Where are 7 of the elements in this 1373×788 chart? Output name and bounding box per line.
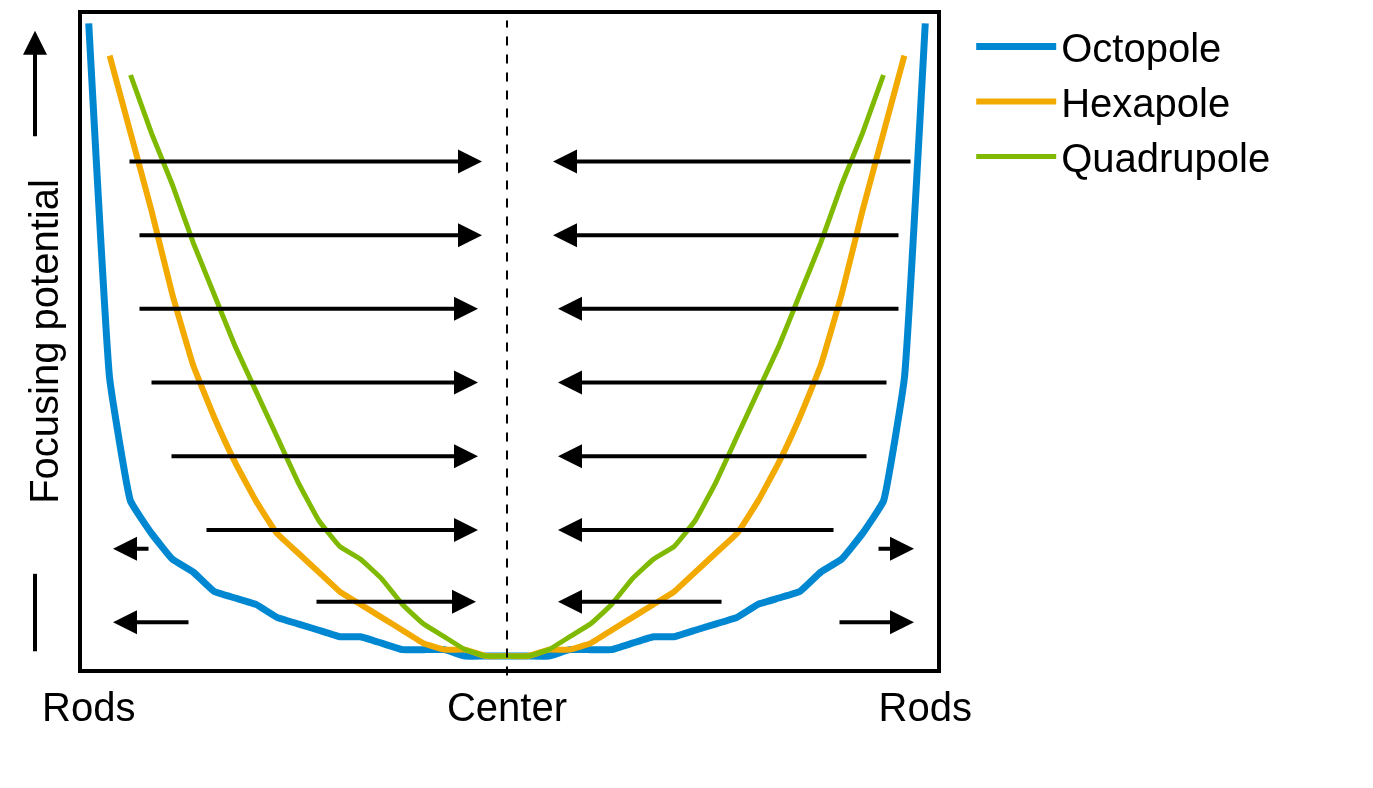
x-tick-label: Rods [42, 685, 136, 729]
x-tick-label: Rods [878, 685, 972, 729]
y-axis-title: Focusing potential [22, 179, 66, 504]
legend-label: Quadrupole [1061, 136, 1271, 181]
legend-label: Hexapole [1061, 81, 1231, 126]
legend-label: Octopole [1061, 26, 1222, 71]
x-tick-label: Center [446, 685, 568, 729]
